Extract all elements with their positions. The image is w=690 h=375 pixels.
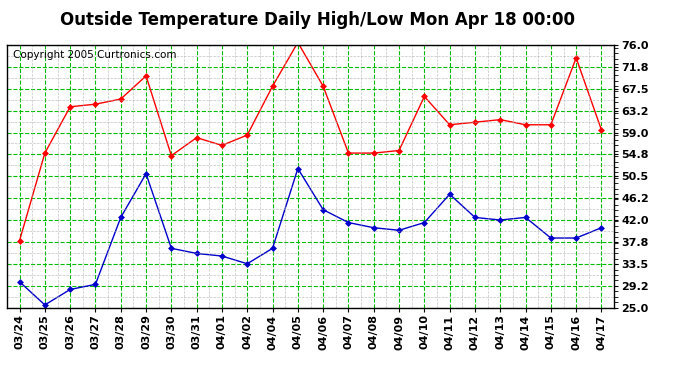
- Text: Outside Temperature Daily High/Low Mon Apr 18 00:00: Outside Temperature Daily High/Low Mon A…: [60, 11, 575, 29]
- Text: Copyright 2005 Curtronics.com: Copyright 2005 Curtronics.com: [13, 50, 177, 60]
